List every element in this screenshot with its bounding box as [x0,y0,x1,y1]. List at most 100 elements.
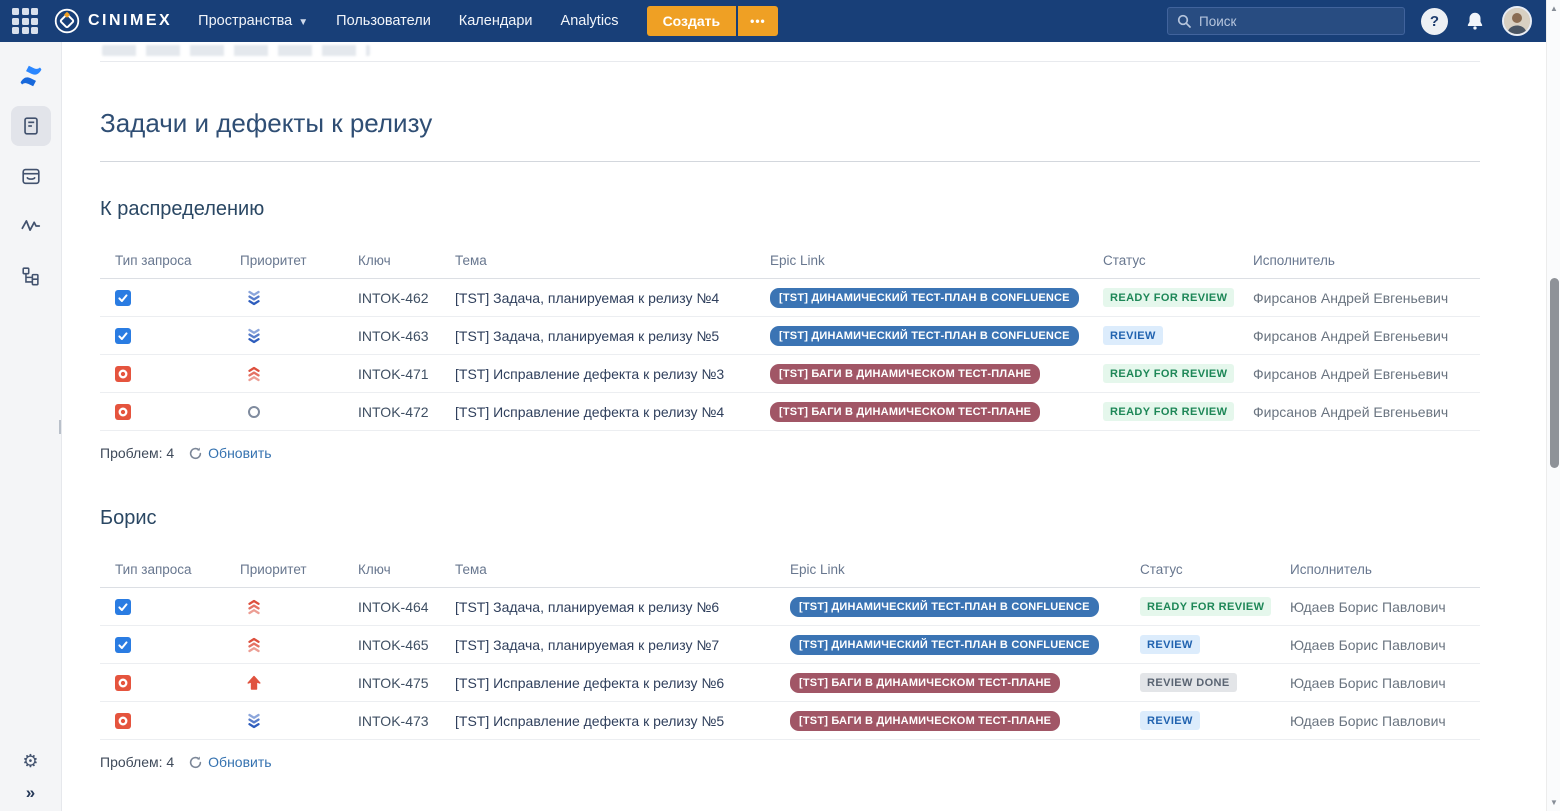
table-header-row: Тип запроса Приоритет Ключ Тема Epic Lin… [100,552,1480,588]
scroll-up-arrow-icon[interactable]: ▲ [1547,4,1560,13]
priority-highest-icon [246,637,262,653]
help-button[interactable]: ? [1421,8,1448,35]
issue-summary-link[interactable]: [TST] Задача, планируемая к релизу №6 [455,599,790,615]
issue-key-link[interactable]: INTOK-472 [358,404,455,420]
task-type-icon [115,599,131,615]
sidebar-item-pages[interactable] [11,106,51,146]
epic-link-badge[interactable]: [TST] БАГИ В ДИНАМИЧЕСКОМ ТЕСТ-ПЛАНЕ [790,711,1060,731]
issue-summary-link[interactable]: [TST] Задача, планируемая к релизу №5 [455,328,770,344]
table-header-row: Тип запроса Приоритет Ключ Тема Epic Lin… [100,243,1480,279]
settings-gear-icon[interactable]: ⚙ [22,752,38,770]
col-status: Статус [1140,562,1290,577]
col-assignee: Исполнитель [1253,253,1480,268]
refresh-link[interactable]: Обновить [188,754,271,770]
calendar-icon [20,165,42,187]
table-row[interactable]: INTOK-472 [TST] Исправление дефекта к ре… [100,393,1480,431]
issue-summary-link[interactable]: [TST] Исправление дефекта к релизу №3 [455,366,770,382]
menu-calendars[interactable]: Календари [459,13,533,29]
priority-highest-icon [246,366,262,382]
create-button[interactable]: Создать [647,6,737,36]
chevron-down-icon: ▼ [298,17,308,28]
epic-link-badge[interactable]: [TST] ДИНАМИЧЕСКИЙ ТЕСТ-ПЛАН В CONFLUENC… [770,288,1079,308]
epic-link-badge[interactable]: [TST] ДИНАМИЧЕСКИЙ ТЕСТ-ПЛАН В CONFLUENC… [770,326,1079,346]
epic-link-badge[interactable]: [TST] ДИНАМИЧЕСКИЙ ТЕСТ-ПЛАН В CONFLUENC… [790,635,1099,655]
assignee-name: Юдаев Борис Павлович [1290,713,1480,729]
col-status: Статус [1103,253,1253,268]
page-content: Задачи и дефекты к релизу К распределени… [62,42,1546,811]
search-input[interactable] [1199,14,1395,29]
table-row[interactable]: INTOK-473 [TST] Исправление дефекта к ре… [100,702,1480,740]
top-navbar: CINIMEX Пространства▼ Пользователи Кален… [0,0,1546,42]
col-summary: Тема [455,562,790,577]
table-body: INTOK-464 [TST] Задача, планируемая к ре… [100,588,1480,740]
menu-spaces[interactable]: Пространства▼ [198,13,308,29]
col-key: Ключ [358,562,455,577]
status-badge: READY FOR REVIEW [1140,597,1271,616]
table-row[interactable]: INTOK-462 [TST] Задача, планируемая к ре… [100,279,1480,317]
priority-highest-icon [246,599,262,615]
status-badge: READY FOR REVIEW [1103,288,1234,307]
table-row[interactable]: INTOK-463 [TST] Задача, планируемая к ре… [100,317,1480,355]
notifications-bell-icon[interactable] [1464,10,1486,32]
issue-key-link[interactable]: INTOK-462 [358,290,455,306]
section-boris: Борис Тип запроса Приоритет Ключ Тема Ep… [100,507,1480,770]
col-issue-type: Тип запроса [115,562,240,577]
status-badge: READY FOR REVIEW [1103,402,1234,421]
sidebar-item-hierarchy[interactable] [11,256,51,296]
app-switcher-icon[interactable] [12,8,38,34]
scroll-down-arrow-icon[interactable]: ▼ [1547,798,1560,807]
table-row[interactable]: INTOK-471 [TST] Исправление дефекта к ре… [100,355,1480,393]
user-avatar[interactable] [1502,6,1532,36]
bug-type-icon [115,366,131,382]
issue-key-link[interactable]: INTOK-463 [358,328,455,344]
expand-sidebar-icon[interactable]: » [26,784,35,801]
epic-link-badge[interactable]: [TST] БАГИ В ДИНАМИЧЕСКОМ ТЕСТ-ПЛАНЕ [770,364,1040,384]
brand-logo[interactable]: CINIMEX [54,8,172,34]
hierarchy-tree-icon [20,265,42,287]
title-divider [100,161,1480,162]
priority-critical-icon [246,675,262,691]
sidebar-item-calendars[interactable] [11,156,51,196]
task-type-icon [115,637,131,653]
issue-summary-link[interactable]: [TST] Исправление дефекта к релизу №6 [455,675,790,691]
issue-key-link[interactable]: INTOK-464 [358,599,455,615]
issue-key-link[interactable]: INTOK-473 [358,713,455,729]
table-row[interactable]: INTOK-475 [TST] Исправление дефекта к ре… [100,664,1480,702]
status-badge: READY FOR REVIEW [1103,364,1234,383]
assignee-name: Фирсанов Андрей Евгеньевич [1253,366,1480,382]
epic-link-badge[interactable]: [TST] БАГИ В ДИНАМИЧЕСКОМ ТЕСТ-ПЛАНЕ [790,673,1060,693]
issue-key-link[interactable]: INTOK-465 [358,637,455,653]
issue-count: Проблем: 4 [100,445,174,461]
table-footer: Проблем: 4 Обновить [100,754,1480,770]
search-box[interactable] [1167,7,1405,35]
refresh-link[interactable]: Обновить [188,445,271,461]
issue-key-link[interactable]: INTOK-471 [358,366,455,382]
issue-summary-link[interactable]: [TST] Исправление дефекта к релизу №4 [455,404,770,420]
col-issue-type: Тип запроса [115,253,240,268]
table-body: INTOK-462 [TST] Задача, планируемая к ре… [100,279,1480,431]
menu-analytics[interactable]: Analytics [561,13,619,29]
epic-link-badge[interactable]: [TST] ДИНАМИЧЕСКИЙ ТЕСТ-ПЛАН В CONFLUENC… [790,597,1099,617]
table-footer: Проблем: 4 Обновить [100,445,1480,461]
assignee-name: Юдаев Борис Павлович [1290,599,1480,615]
main-menu: Пространства▼ Пользователи Календари Ana… [198,13,618,29]
sidebar-item-activity[interactable] [11,206,51,246]
cinimex-logo-icon [54,8,80,34]
issue-summary-link[interactable]: [TST] Задача, планируемая к релизу №7 [455,637,790,653]
brand-name: CINIMEX [88,12,172,30]
priority-lowest-icon [246,290,262,306]
left-sidebar: ⚙ » [0,42,62,811]
scrollbar-thumb[interactable] [1550,278,1559,468]
vertical-scrollbar[interactable]: ▲ ▼ [1546,0,1560,811]
epic-link-badge[interactable]: [TST] БАГИ В ДИНАМИЧЕСКОМ ТЕСТ-ПЛАНЕ [770,402,1040,422]
create-more-button[interactable]: ••• [738,6,778,36]
menu-users[interactable]: Пользователи [336,13,431,29]
table-row[interactable]: INTOK-464 [TST] Задача, планируемая к ре… [100,588,1480,626]
priority-lowest-icon [246,713,262,729]
col-key: Ключ [358,253,455,268]
issue-key-link[interactable]: INTOK-475 [358,675,455,691]
issue-summary-link[interactable]: [TST] Задача, планируемая к релизу №4 [455,290,770,306]
confluence-logo-icon[interactable] [11,56,51,96]
table-row[interactable]: INTOK-465 [TST] Задача, планируемая к ре… [100,626,1480,664]
issue-summary-link[interactable]: [TST] Исправление дефекта к релизу №5 [455,713,790,729]
